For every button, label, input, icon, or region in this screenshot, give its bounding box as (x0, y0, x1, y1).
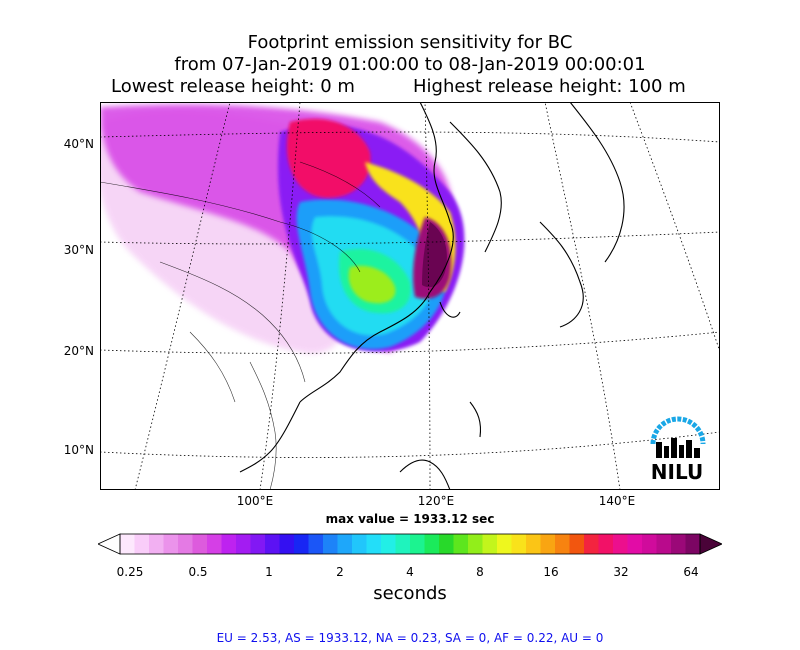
colorbar-cell (555, 534, 570, 554)
colorbar-cell (308, 534, 324, 554)
coastlines (239, 102, 625, 490)
lat-label-10: 10°N (63, 443, 94, 457)
colorbar-max-extension (699, 533, 722, 555)
lon-label-100: 100°E (236, 494, 274, 508)
colorbar-tick: 4 (406, 565, 414, 579)
colorbar-min-extension (98, 533, 121, 555)
colorbar-cell (584, 534, 599, 554)
colorbar-cell (569, 534, 585, 554)
colorbar-tick: 2 (336, 565, 344, 579)
colorbar-cell (265, 534, 280, 554)
colorbar-cell (613, 534, 628, 554)
colorbar-cell (511, 534, 527, 554)
colorbar-cell (294, 534, 309, 554)
colorbar-cell (598, 534, 614, 554)
lowest-release-height: Lowest release height: 0 m (111, 76, 355, 97)
colorbar-cell (410, 534, 425, 554)
colorbar-cell (352, 534, 367, 554)
footprint-map: NILU (100, 102, 720, 490)
graticule (100, 102, 720, 490)
emission-sensitivity-field (100, 104, 465, 354)
colorbar-cell (178, 534, 193, 554)
lon-label-140: 140°E (598, 494, 636, 508)
highest-release-height: Highest release height: 100 m (413, 76, 686, 97)
colorbar-cell (439, 534, 454, 554)
colorbar-cell (453, 534, 469, 554)
figure-title: Footprint emission sensitivity for BC (247, 32, 573, 53)
colorbar-cell (381, 534, 396, 554)
colorbar-cell (207, 534, 222, 554)
colorbar-cell (685, 534, 701, 554)
country-borders (100, 161, 381, 490)
figure-time-range: from 07-Jan-2019 01:00:00 to 08-Jan-2019… (174, 54, 646, 75)
nilu-logo: NILU (650, 416, 706, 484)
colorbar-cell (323, 534, 338, 554)
colorbar (98, 533, 722, 555)
max-value-label: max value = 1933.12 sec (325, 512, 495, 526)
colorbar-tick: 8 (476, 565, 484, 579)
lon-label-120: 120°E (417, 494, 455, 508)
colorbar-cell (656, 534, 672, 554)
colorbar-cell (395, 534, 411, 554)
colorbar-cell (424, 534, 440, 554)
lat-label-30: 30°N (63, 243, 94, 257)
colorbar-tick: 64 (683, 565, 699, 579)
colorbar-cell (671, 534, 686, 554)
lat-label-20: 20°N (63, 344, 94, 358)
colorbar-cell (221, 534, 237, 554)
colorbar-cell (163, 534, 179, 554)
colorbar-cell (540, 534, 556, 554)
colorbar-cell (526, 534, 541, 554)
colorbar-cell (482, 534, 498, 554)
colorbar-cell (120, 534, 135, 554)
colorbar-tick: 0.25 (116, 565, 144, 579)
svg-text:NILU: NILU (651, 460, 703, 484)
colorbar-cell (642, 534, 657, 554)
colorbar-tick: 32 (613, 565, 629, 579)
colorbar-cell (279, 534, 295, 554)
colorbar-cell (627, 534, 643, 554)
colorbar-tick: 1 (265, 565, 273, 579)
colorbar-cell (192, 534, 208, 554)
colorbar-cell (149, 534, 164, 554)
colorbar-cell (468, 534, 483, 554)
colorbar-cell (497, 534, 512, 554)
colorbar-cell (250, 534, 266, 554)
colorbar-cell (366, 534, 382, 554)
colorbar-tick: 16 (543, 565, 559, 579)
colorbar-units: seconds (373, 583, 447, 604)
lat-label-40: 40°N (63, 137, 94, 151)
colorbar-tick: 0.5 (188, 565, 208, 579)
colorbar-cell (134, 534, 150, 554)
region-summary: EU = 2.53, AS = 1933.12, NA = 0.23, SA =… (216, 631, 604, 645)
colorbar-cell (337, 534, 353, 554)
colorbar-cell (236, 534, 251, 554)
